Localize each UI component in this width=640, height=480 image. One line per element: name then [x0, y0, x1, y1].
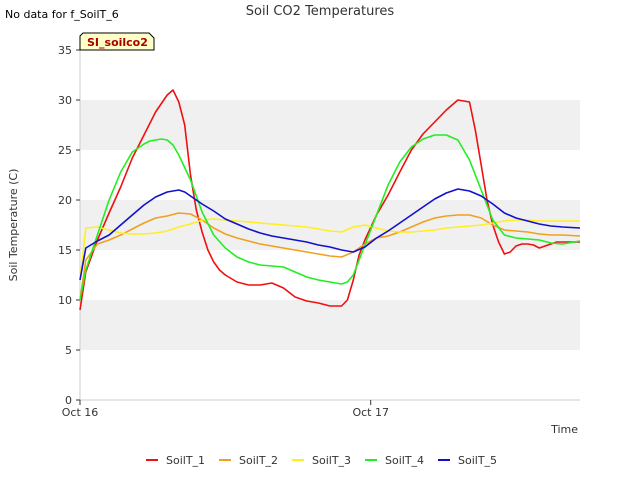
grid-band — [80, 150, 580, 200]
chart-title: Soil CO2 Temperatures — [246, 4, 395, 19]
legend: SoilT_1 SoilT_2 SoilT_3 SoilT_4 SoilT_5 — [146, 454, 497, 467]
y-axis-label: Soil Temperature (C) — [7, 169, 20, 282]
legend-item-soilt-1: SoilT_1 — [146, 454, 205, 467]
y-tick-label: 5 — [65, 344, 72, 357]
y-tick-label: 30 — [58, 94, 72, 107]
nodata-note: No data for f_SoilT_6 — [5, 8, 119, 21]
legend-item-soilt-2: SoilT_2 — [219, 454, 278, 467]
legend-label: SoilT_2 — [239, 454, 278, 467]
legend-item-soilt-3: SoilT_3 — [292, 454, 351, 467]
y-tick-label: 35 — [58, 44, 72, 57]
grid-band — [80, 50, 580, 100]
series-line-soilt-5 — [79, 188, 581, 281]
y-tick-label: 10 — [58, 294, 72, 307]
x-axis-label: Time — [550, 423, 578, 436]
y-tick-label: 25 — [58, 144, 72, 157]
x-tick-label: Oct 16 — [62, 406, 99, 419]
legend-label: SoilT_3 — [312, 454, 351, 467]
legend-label: SoilT_1 — [166, 454, 205, 467]
series-lines — [79, 89, 581, 311]
x-axis: Oct 16 Oct 17 — [62, 399, 580, 419]
y-tick-label: 15 — [58, 244, 72, 257]
series-line-soilt-1 — [79, 89, 580, 311]
site-badge-label: SI_soilco2 — [87, 36, 148, 49]
grid-band — [80, 250, 580, 300]
site-badge-box — [79, 32, 155, 51]
y-tick-label: 20 — [58, 194, 72, 207]
x-tick-label: Oct 17 — [352, 406, 389, 419]
y-tick-label: 0 — [65, 394, 72, 407]
legend-item-soilt-4: SoilT_4 — [365, 454, 424, 467]
plot-area — [80, 50, 580, 400]
legend-item-soilt-5: SoilT_5 — [438, 454, 497, 467]
grid-band — [80, 100, 580, 150]
legend-label: SoilT_5 — [458, 454, 497, 467]
series-line-soilt-3 — [79, 218, 580, 281]
y-axis: 0 5 10 15 20 25 30 35 — [58, 44, 81, 407]
grid-band — [80, 350, 580, 400]
site-badge: SI_soilco2 — [79, 32, 155, 51]
grid-band — [80, 300, 580, 350]
legend-label: SoilT_4 — [385, 454, 424, 467]
series-line-soilt-4 — [79, 134, 581, 301]
grid-band — [80, 200, 580, 250]
